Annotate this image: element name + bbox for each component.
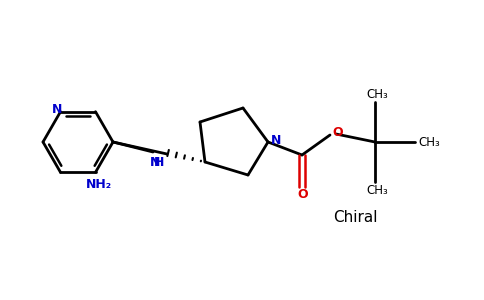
Text: H: H xyxy=(154,157,164,169)
Text: CH₃: CH₃ xyxy=(418,136,440,148)
Text: Chiral: Chiral xyxy=(333,211,377,226)
Text: O: O xyxy=(333,125,343,139)
Text: CH₃: CH₃ xyxy=(366,88,388,100)
Text: NH₂: NH₂ xyxy=(86,178,112,191)
Text: N: N xyxy=(271,134,281,146)
Text: N: N xyxy=(52,103,63,116)
Text: CH₃: CH₃ xyxy=(366,184,388,196)
Text: O: O xyxy=(298,188,308,202)
Text: N: N xyxy=(150,157,160,169)
